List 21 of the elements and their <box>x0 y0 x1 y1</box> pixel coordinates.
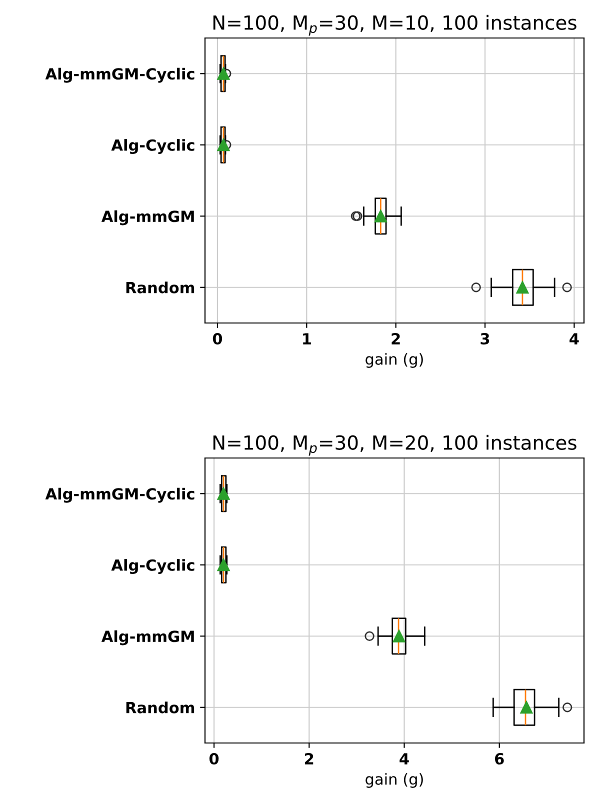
x-tick-label: 4 <box>570 333 579 344</box>
x-tick-label: 0 <box>212 332 222 345</box>
x-tick-label: 2 <box>392 332 400 344</box>
y-tick-label: Alg-mmGM-Cyclic <box>45 68 194 83</box>
y-tick-label: Random <box>126 702 194 714</box>
y-tick-label: Alg-mmGM <box>101 630 194 646</box>
x-tick-label: 3 <box>480 332 490 345</box>
x-tick-label: 1 <box>303 333 311 344</box>
x-tick-label: 4 <box>400 753 409 764</box>
x-tick-label: 6 <box>494 753 504 765</box>
x-tick-label: 0 <box>209 752 219 765</box>
x-axis-title: gain (g) <box>366 773 423 788</box>
x-tick-label: 2 <box>305 752 314 764</box>
chart-title: N=100, M$_{p}$=30, M=20, 100 instances <box>213 434 576 456</box>
chart-title: N=100, M$_{p}$=30, M=10, 100 instances <box>213 14 576 36</box>
y-tick-label: Alg-mmGM-Cyclic <box>45 488 194 503</box>
y-tick-label: Alg-mmGM <box>101 210 194 226</box>
y-tick-label: Random <box>126 282 194 294</box>
y-tick-label: Alg-Cyclic <box>111 559 194 574</box>
y-tick-label: Alg-Cyclic <box>111 139 194 154</box>
x-axis-title: gain (g) <box>366 353 423 368</box>
